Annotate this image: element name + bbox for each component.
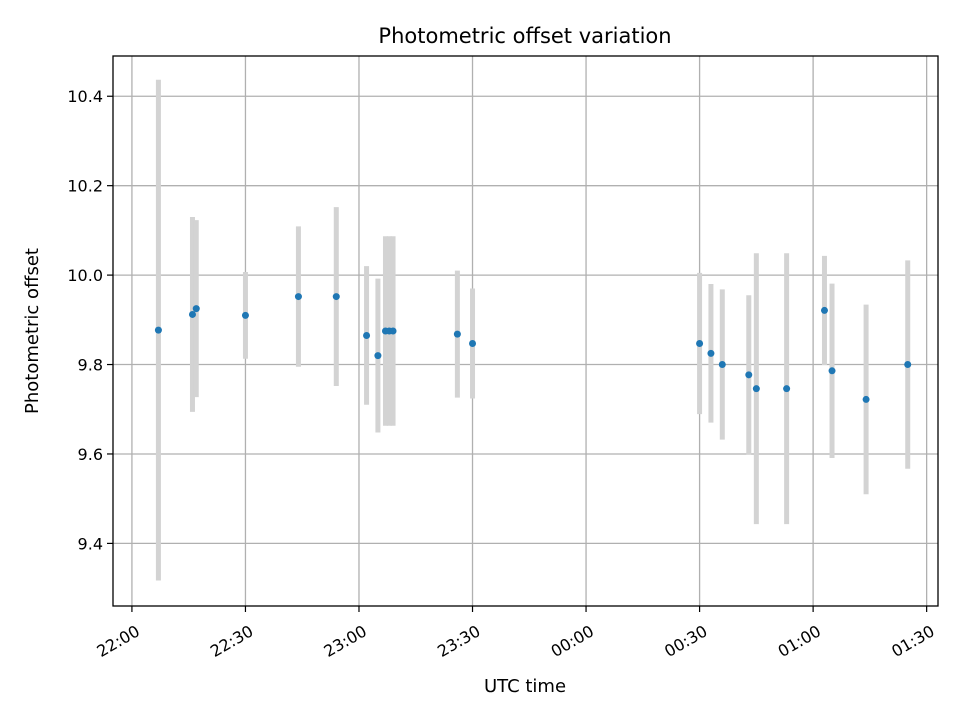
y-tick-label: 9.6	[78, 445, 103, 464]
data-point	[718, 361, 726, 369]
y-tick-label: 10.2	[67, 177, 103, 196]
data-point	[188, 310, 196, 318]
data-point	[696, 340, 704, 348]
data-point	[154, 326, 162, 334]
data-point	[363, 331, 371, 339]
plot-frame	[112, 55, 939, 607]
data-point	[389, 327, 397, 335]
data-point	[828, 367, 836, 375]
data-point	[783, 385, 791, 393]
data-point	[374, 352, 382, 360]
chart-title: Photometric offset variation	[378, 24, 671, 48]
data-point	[745, 371, 753, 379]
data-point	[453, 330, 461, 338]
data-point	[469, 340, 477, 348]
data-point	[294, 293, 302, 301]
data-point	[820, 306, 828, 314]
data-point	[707, 349, 715, 357]
data-point	[904, 361, 912, 369]
data-point	[752, 385, 760, 393]
point-layer	[154, 293, 912, 403]
x-axis-label: UTC time	[484, 676, 566, 697]
data-point	[241, 311, 249, 319]
y-tick-label: 10.0	[67, 266, 103, 285]
data-point	[192, 305, 200, 313]
data-point	[332, 293, 340, 301]
y-tick-label: 10.4	[67, 87, 103, 106]
y-tick-label: 9.8	[78, 356, 103, 375]
y-tick-label: 9.4	[78, 534, 103, 553]
data-point	[862, 395, 870, 403]
y-axis-label: Photometric offset	[22, 248, 43, 414]
